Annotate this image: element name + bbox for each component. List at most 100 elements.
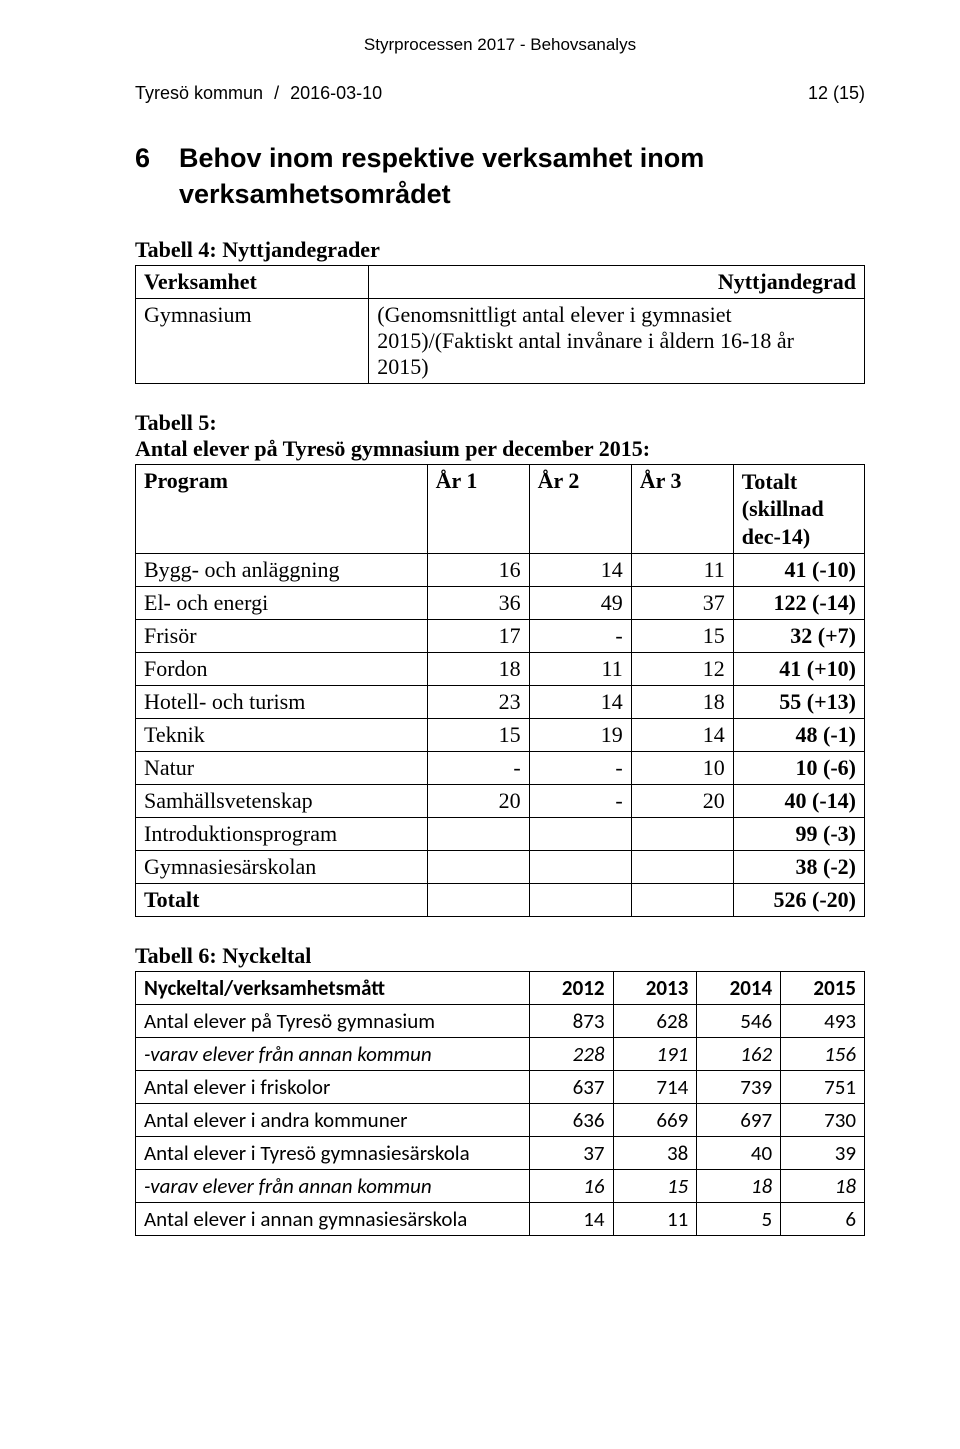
t6-col-2013: 2013 xyxy=(613,972,697,1005)
t5-cell-a1: 16 xyxy=(427,554,529,587)
t6-col-2015: 2015 xyxy=(781,972,865,1005)
t6-col-label: Nyckeltal/verksamhetsmått xyxy=(136,972,530,1005)
t5-cell-a3: 20 xyxy=(631,785,733,818)
t5-cell-total: 48 (-1) xyxy=(733,719,864,752)
org-name: Tyresö kommun xyxy=(135,83,263,103)
t6-cell-label: Antal elever i andra kommuner xyxy=(136,1104,530,1137)
t6-cell-2012: 16 xyxy=(529,1170,613,1203)
table6-title: Tabell 6: Nyckeltal xyxy=(135,943,865,969)
table4-cell-label: Gymnasium xyxy=(136,298,369,383)
t5-cell-a3: 12 xyxy=(631,653,733,686)
t5-col-totalt: Totalt (skillnad dec-14) xyxy=(733,464,864,554)
t5-cell-a3: 18 xyxy=(631,686,733,719)
t5-col-program: Program xyxy=(136,464,428,554)
t5-cell-program: Teknik xyxy=(136,719,428,752)
table-row: Natur--1010 (-6) xyxy=(136,752,865,785)
table5-title-l2: Antal elever på Tyresö gymnasium per dec… xyxy=(135,436,865,462)
t5-cell-program: El- och energi xyxy=(136,587,428,620)
t6-cell-2014: 697 xyxy=(697,1104,781,1137)
table4-col-nyttjandegrad: Nyttjandegrad xyxy=(369,265,865,298)
table-row: Antal elever i Tyresö gymnasiesärskola37… xyxy=(136,1137,865,1170)
t5-cell-program: Introduktionsprogram xyxy=(136,818,428,851)
t5-cell-a3: 37 xyxy=(631,587,733,620)
meta-date: 2016-03-10 xyxy=(290,83,382,103)
t5-cell-total: 122 (-14) xyxy=(733,587,864,620)
t5-cell-a2 xyxy=(529,818,631,851)
t6-cell-2015: 751 xyxy=(781,1071,865,1104)
page: Styrprocessen 2017 - Behovsanalys Tyresö… xyxy=(0,0,960,1449)
t5-cell-a1 xyxy=(427,851,529,884)
t6-cell-2013: 15 xyxy=(613,1170,697,1203)
t5-col-ar1: År 1 xyxy=(427,464,529,554)
t5-cell-a1: - xyxy=(427,752,529,785)
t5-col-totalt-l1: Totalt xyxy=(742,469,797,494)
t5-col-totalt-l2: (skillnad xyxy=(742,496,824,521)
t6-cell-label: -varav elever från annan kommun xyxy=(136,1170,530,1203)
t5-cell-total: 41 (-10) xyxy=(733,554,864,587)
t6-cell-2015: 18 xyxy=(781,1170,865,1203)
table-row: Program År 1 År 2 År 3 Totalt (skillnad … xyxy=(136,464,865,554)
t6-cell-label: Antal elever på Tyresö gymnasium xyxy=(136,1005,530,1038)
t5-cell-a1: 36 xyxy=(427,587,529,620)
table-row: Antal elever i andra kommuner63666969773… xyxy=(136,1104,865,1137)
t6-cell-2012: 37 xyxy=(529,1137,613,1170)
t5-cell-a2: - xyxy=(529,620,631,653)
t6-cell-2013: 669 xyxy=(613,1104,697,1137)
t5-cell-a3 xyxy=(631,851,733,884)
t6-cell-2014: 5 xyxy=(697,1203,781,1236)
running-header: Styrprocessen 2017 - Behovsanalys xyxy=(135,35,865,55)
t5-cell-program: Fordon xyxy=(136,653,428,686)
t5-cell-program: Hotell- och turism xyxy=(136,686,428,719)
t6-cell-2013: 38 xyxy=(613,1137,697,1170)
t5-cell-program: Bygg- och anläggning xyxy=(136,554,428,587)
table-row: Fordon18111241 (+10) xyxy=(136,653,865,686)
t5-cell-a1: 17 xyxy=(427,620,529,653)
table-row: El- och energi364937122 (-14) xyxy=(136,587,865,620)
table-row: Samhällsvetenskap20-2040 (-14) xyxy=(136,785,865,818)
t5-col-ar2: År 2 xyxy=(529,464,631,554)
t5-cell-total: 10 (-6) xyxy=(733,752,864,785)
t6-cell-2012: 636 xyxy=(529,1104,613,1137)
table-row: Introduktionsprogram 99 (-3) xyxy=(136,818,865,851)
t5-total-t: 526 (-20) xyxy=(733,884,864,917)
t6-cell-2012: 14 xyxy=(529,1203,613,1236)
t6-cell-2015: 493 xyxy=(781,1005,865,1038)
meta-row: Tyresö kommun / 2016-03-10 12 (15) xyxy=(135,83,865,104)
t5-cell-a1: 23 xyxy=(427,686,529,719)
t5-total-a1 xyxy=(427,884,529,917)
t5-col-ar3: År 3 xyxy=(631,464,733,554)
t6-cell-2013: 11 xyxy=(613,1203,697,1236)
t6-cell-2013: 191 xyxy=(613,1038,697,1071)
table4-title: Tabell 4: Nyttjandegrader xyxy=(135,237,865,263)
t6-col-2014: 2014 xyxy=(697,972,781,1005)
page-number: 12 (15) xyxy=(808,83,865,104)
table-row: -varav elever från annan kommun16151818 xyxy=(136,1170,865,1203)
t6-cell-2014: 546 xyxy=(697,1005,781,1038)
t5-cell-total: 40 (-14) xyxy=(733,785,864,818)
table-row: Bygg- och anläggning16141141 (-10) xyxy=(136,554,865,587)
t5-cell-a1: 20 xyxy=(427,785,529,818)
t5-cell-a2: 49 xyxy=(529,587,631,620)
table-row: -varav elever från annan kommun228191162… xyxy=(136,1038,865,1071)
table-row: Antal elever i friskolor637714739751 xyxy=(136,1071,865,1104)
t5-cell-total: 99 (-3) xyxy=(733,818,864,851)
t6-cell-2014: 40 xyxy=(697,1137,781,1170)
table-row: Verksamhet Nyttjandegrad xyxy=(136,265,865,298)
t5-total-row: Totalt 526 (-20) xyxy=(136,884,865,917)
t5-cell-a2: 19 xyxy=(529,719,631,752)
table4-col-verksamhet: Verksamhet xyxy=(136,265,369,298)
t6-cell-label: Antal elever i friskolor xyxy=(136,1071,530,1104)
table-row: Nyckeltal/verksamhetsmått 2012 2013 2014… xyxy=(136,972,865,1005)
t5-cell-program: Frisör xyxy=(136,620,428,653)
table4-cell-value: (Genomsnittligt antal elever i gymnasiet… xyxy=(369,298,865,383)
t5-cell-a3: 15 xyxy=(631,620,733,653)
t5-total-a3 xyxy=(631,884,733,917)
t6-cell-2012: 873 xyxy=(529,1005,613,1038)
table-row: Frisör17-1532 (+7) xyxy=(136,620,865,653)
t5-cell-total: 38 (-2) xyxy=(733,851,864,884)
t6-cell-2013: 714 xyxy=(613,1071,697,1104)
table5-title-l1: Tabell 5: xyxy=(135,410,865,436)
t5-cell-a1: 18 xyxy=(427,653,529,686)
t5-cell-a2: 11 xyxy=(529,653,631,686)
table4-value-l1: (Genomsnittligt antal elever i gymnasiet xyxy=(377,302,731,327)
